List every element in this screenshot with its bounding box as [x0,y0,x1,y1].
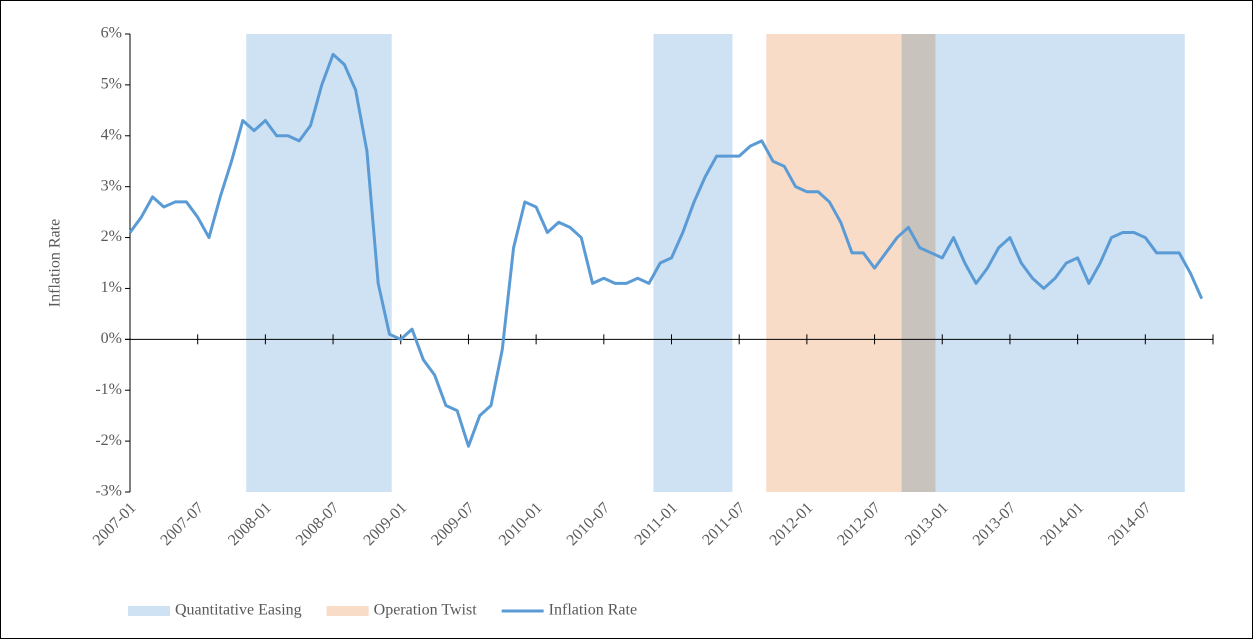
legend-swatch [128,606,170,616]
y-tick-label: 0% [101,330,122,347]
y-tick-label: 4% [101,126,122,143]
y-axis-label: Inflation Rate [47,219,64,307]
y-tick-label: -1% [95,381,122,398]
data-line [128,52,1204,448]
y-tick-label: 3% [101,177,122,194]
legend-label: Inflation Rate [549,602,637,619]
shaded-region [246,34,392,492]
y-tick-label: 1% [101,279,122,296]
shaded-region [901,34,1185,492]
y-tick-label: 5% [101,76,122,93]
legend-label: Quantitative Easing [175,602,302,619]
legend-swatch [326,606,369,616]
regions [246,34,1185,492]
y-tick-label: -2% [95,432,122,449]
legend-label: Operation Twist [374,602,478,619]
shaded-region [653,34,733,492]
y-tick-label: -3% [95,483,122,500]
y-tick-label: 2% [101,228,122,245]
y-tick-label: 6% [101,25,122,42]
